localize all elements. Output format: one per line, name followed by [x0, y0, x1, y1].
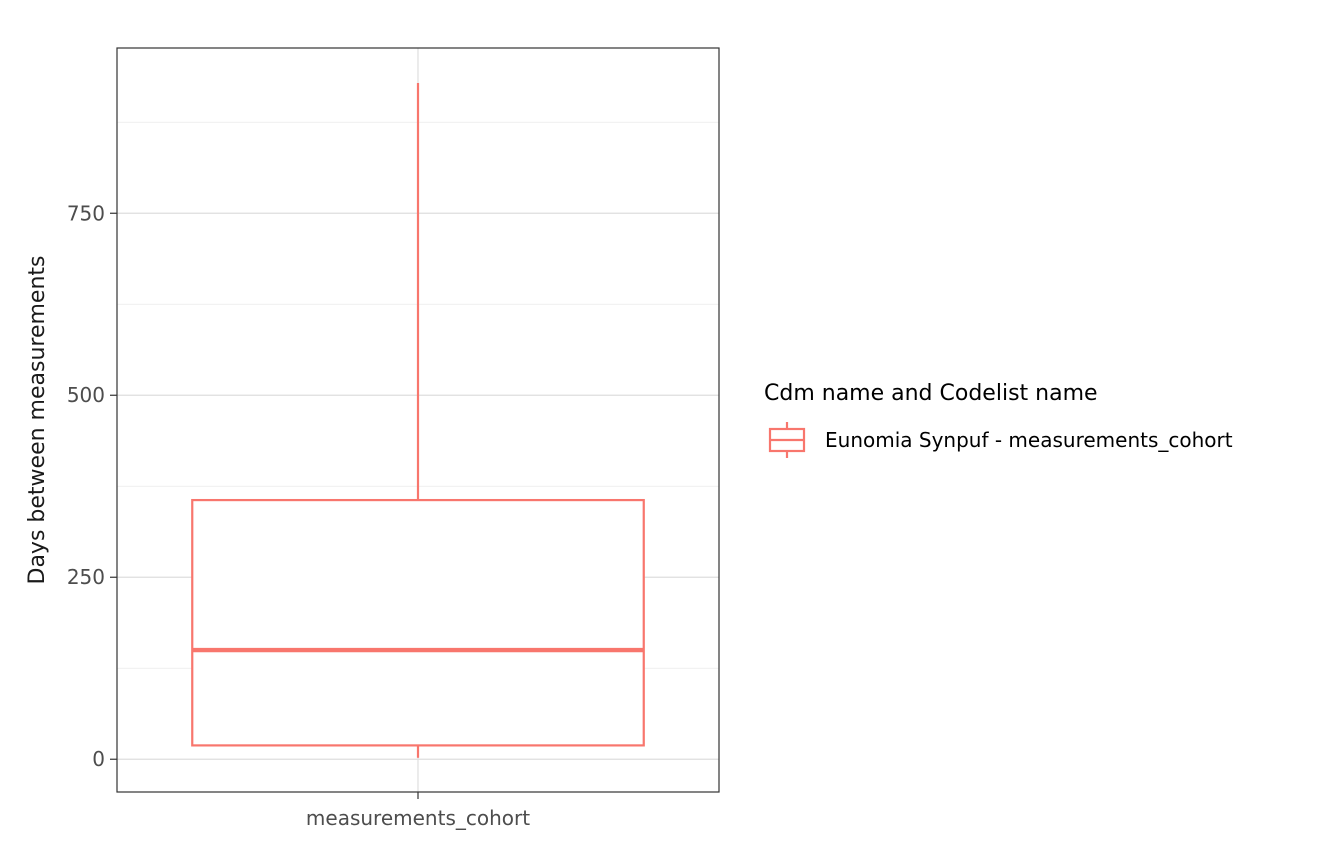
legend-title: Cdm name and Codelist name — [764, 381, 1098, 406]
y-tick-label: 250 — [67, 565, 105, 589]
box-layer — [191, 82, 645, 758]
legend-key-icon — [768, 422, 806, 458]
legend[interactable]: Cdm name and Codelist name Eunomia Synpu… — [764, 381, 1233, 458]
y-axis: 0 250 500 750 — [67, 201, 117, 771]
y-tick-label: 750 — [67, 201, 105, 225]
y-axis-title: Days between measurements — [25, 256, 50, 585]
box-iqr — [191, 498, 645, 747]
y-tick-label: 0 — [92, 747, 105, 771]
y-tick-label: 500 — [67, 383, 105, 407]
x-tick-label: measurements_cohort — [306, 806, 530, 830]
x-axis: measurements_cohort — [306, 792, 530, 830]
legend-entry-label: Eunomia Synpuf - measurements_cohort — [825, 428, 1233, 452]
